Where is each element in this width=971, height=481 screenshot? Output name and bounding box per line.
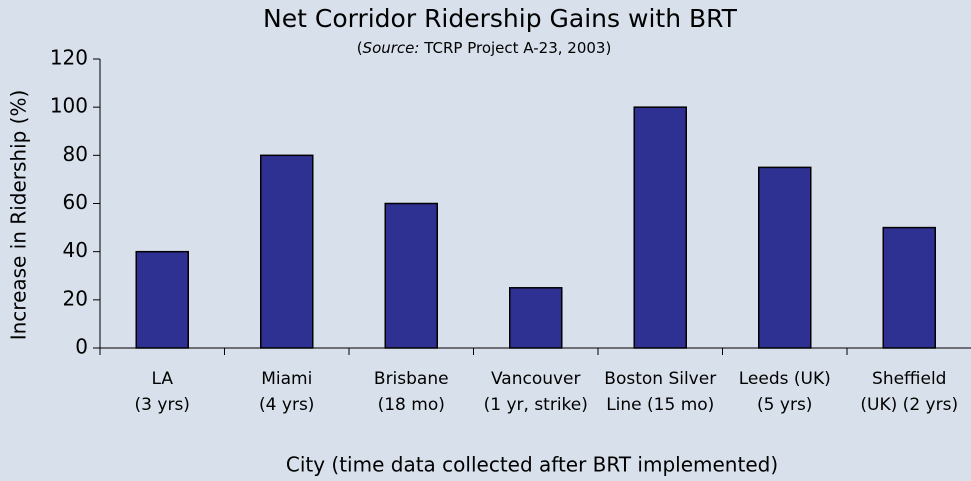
x-tick-label: Vancouver (491, 369, 581, 389)
chart-title: Net Corridor Ridership Gains with BRT (263, 4, 738, 33)
bar (509, 287, 563, 349)
chart-subtitle: (Source: TCRP Project A-23, 2003) (357, 39, 612, 57)
x-tick-label: Boston Silver (604, 369, 716, 389)
x-tick-label: Line (15 mo) (606, 395, 714, 415)
x-tick-label: Miami (261, 369, 312, 389)
y-tick-label: 40 (63, 238, 88, 262)
bar (882, 226, 936, 349)
y-tick-label: 0 (75, 335, 88, 359)
subtitle-part: Source: (363, 39, 420, 57)
y-tick-label: 80 (63, 142, 88, 166)
y-tick-label: 20 (63, 286, 88, 310)
x-tick-label: LA (152, 369, 174, 389)
x-tick-label: Brisbane (374, 369, 449, 389)
bar (260, 154, 314, 349)
x-tick-label: Sheffield (872, 369, 946, 389)
x-tick-label: (5 yrs) (757, 395, 812, 415)
subtitle-part: TCRP Project A-23, 2003) (419, 39, 611, 57)
bar (384, 202, 438, 349)
bar (758, 166, 812, 349)
x-axis-label: City (time data collected after BRT impl… (286, 453, 778, 477)
x-tick-label: (18 mo) (378, 395, 445, 415)
y-tick-label: 120 (50, 46, 88, 70)
bar (135, 250, 189, 349)
bar (633, 106, 687, 349)
x-tick-label: Leeds (UK) (739, 369, 831, 389)
x-tick-label: (UK) (2 yrs) (860, 395, 958, 415)
y-tick-label: 100 (50, 94, 88, 118)
x-tick-label: (1 yr, strike) (484, 395, 588, 415)
subtitle-part: ( (357, 39, 363, 57)
x-tick-label: (4 yrs) (259, 395, 314, 415)
y-tick-label: 60 (63, 190, 88, 214)
y-axis-label: Increase in Ridership (%) (7, 90, 31, 341)
x-tick-label: (3 yrs) (135, 395, 190, 415)
